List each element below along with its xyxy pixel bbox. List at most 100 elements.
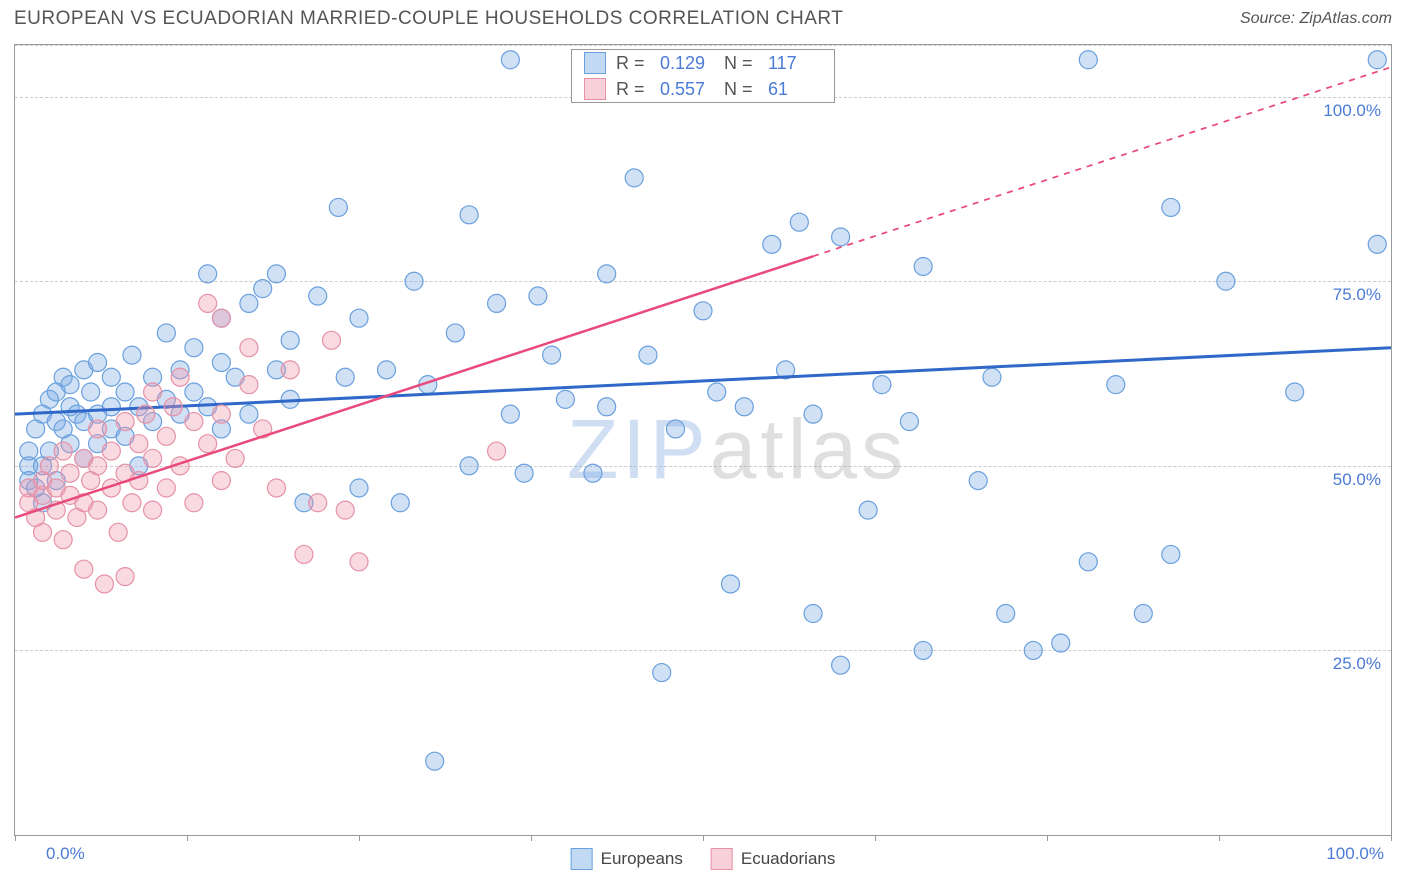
data-point — [226, 449, 244, 467]
x-tick — [531, 835, 532, 841]
data-point — [1079, 553, 1097, 571]
swatch-ecuadorians-icon — [711, 848, 733, 870]
data-point — [123, 494, 141, 512]
data-point — [199, 294, 217, 312]
data-point — [212, 472, 230, 490]
r-value-europeans: 0.129 — [660, 53, 714, 74]
data-point — [185, 494, 203, 512]
data-point — [309, 494, 327, 512]
data-point — [157, 324, 175, 342]
data-point — [212, 405, 230, 423]
x-tick — [1391, 835, 1392, 841]
data-point — [804, 405, 822, 423]
r-value-ecuadorians: 0.557 — [660, 79, 714, 100]
data-point — [329, 198, 347, 216]
data-point — [556, 390, 574, 408]
n-value-ecuadorians: 61 — [768, 79, 822, 100]
stats-row-europeans: R = 0.129 N = 117 — [572, 50, 834, 76]
data-point — [405, 272, 423, 290]
data-point — [199, 435, 217, 453]
data-point — [89, 501, 107, 519]
chart-area: Married-couple Households ZIPatlas R = 0… — [14, 44, 1392, 836]
data-point — [34, 523, 52, 541]
data-point — [199, 265, 217, 283]
data-point — [873, 376, 891, 394]
x-max-label: 100.0% — [1326, 844, 1384, 864]
stats-row-ecuadorians: R = 0.557 N = 61 — [572, 76, 834, 102]
stats-legend: R = 0.129 N = 117 R = 0.557 N = 61 — [571, 49, 835, 103]
data-point — [543, 346, 561, 364]
data-point — [378, 361, 396, 379]
chart-title: EUROPEAN VS ECUADORIAN MARRIED-COUPLE HO… — [14, 8, 843, 30]
data-point — [1368, 51, 1386, 69]
data-point — [391, 494, 409, 512]
data-point — [1162, 198, 1180, 216]
data-point — [1217, 272, 1235, 290]
data-point — [281, 331, 299, 349]
data-point — [144, 449, 162, 467]
data-point — [20, 442, 38, 460]
data-point — [116, 413, 134, 431]
data-point — [95, 575, 113, 593]
data-point — [212, 353, 230, 371]
data-point — [708, 383, 726, 401]
data-point — [267, 265, 285, 283]
legend-item-ecuadorians: Ecuadorians — [711, 848, 836, 870]
data-point — [598, 398, 616, 416]
legend-label: Europeans — [601, 849, 683, 869]
series-legend: Europeans Ecuadorians — [571, 848, 836, 870]
x-tick — [1047, 835, 1048, 841]
data-point — [130, 435, 148, 453]
data-point — [832, 656, 850, 674]
data-point — [790, 213, 808, 231]
data-point — [89, 457, 107, 475]
data-point — [295, 545, 313, 563]
scatter-svg — [15, 45, 1391, 835]
data-point — [61, 464, 79, 482]
data-point — [1134, 605, 1152, 623]
data-point — [82, 383, 100, 401]
n-value-europeans: 117 — [768, 53, 822, 74]
data-point — [735, 398, 753, 416]
data-point — [446, 324, 464, 342]
data-point — [309, 287, 327, 305]
swatch-ecuadorians-icon — [584, 78, 606, 100]
data-point — [625, 169, 643, 187]
trend-line-extrapolated — [813, 67, 1391, 256]
data-point — [1286, 383, 1304, 401]
data-point — [969, 472, 987, 490]
data-point — [653, 664, 671, 682]
data-point — [185, 413, 203, 431]
data-point — [171, 368, 189, 386]
legend-label: Ecuadorians — [741, 849, 836, 869]
data-point — [460, 457, 478, 475]
data-point — [109, 523, 127, 541]
data-point — [116, 568, 134, 586]
data-point — [322, 331, 340, 349]
x-tick — [703, 835, 704, 841]
chart-source: Source: ZipAtlas.com — [1240, 10, 1392, 28]
data-point — [1368, 235, 1386, 253]
swatch-europeans-icon — [584, 52, 606, 74]
x-tick — [359, 835, 360, 841]
data-point — [157, 479, 175, 497]
data-point — [144, 501, 162, 519]
data-point — [281, 361, 299, 379]
x-tick — [187, 835, 188, 841]
data-point — [240, 339, 258, 357]
data-point — [722, 575, 740, 593]
data-point — [515, 464, 533, 482]
data-point — [336, 501, 354, 519]
data-point — [804, 605, 822, 623]
data-point — [240, 405, 258, 423]
data-point — [157, 427, 175, 445]
data-point — [1079, 51, 1097, 69]
chart-header: EUROPEAN VS ECUADORIAN MARRIED-COUPLE HO… — [0, 0, 1406, 34]
data-point — [102, 442, 120, 460]
data-point — [914, 641, 932, 659]
data-point — [185, 383, 203, 401]
data-point — [254, 280, 272, 298]
data-point — [529, 287, 547, 305]
data-point — [350, 309, 368, 327]
data-point — [40, 457, 58, 475]
